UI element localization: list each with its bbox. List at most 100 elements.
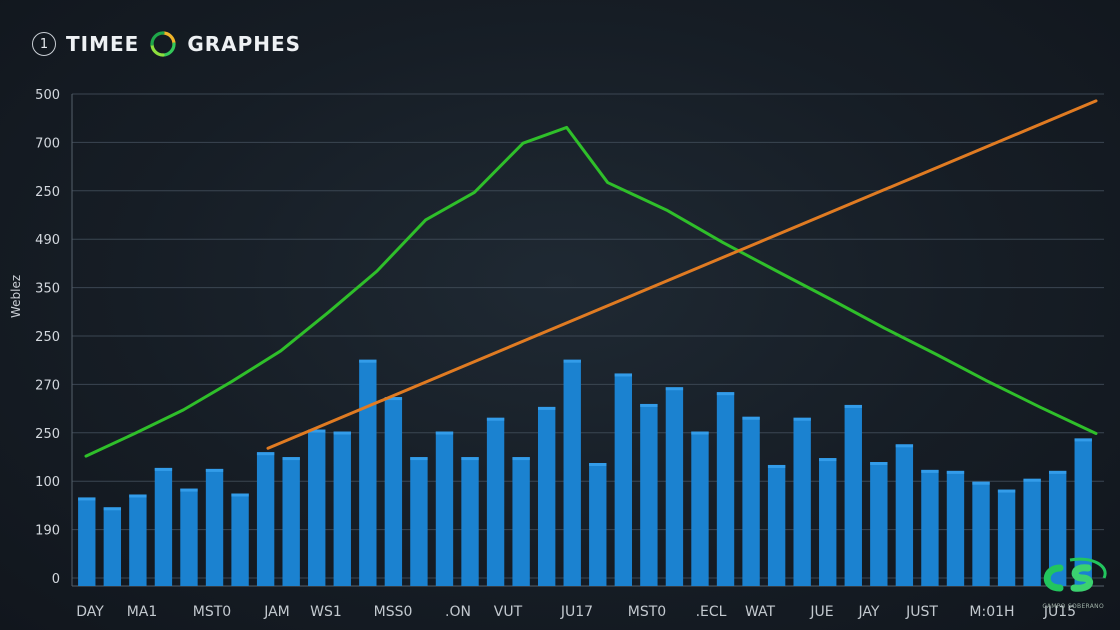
bar xyxy=(384,397,403,586)
x-tick-label: .ON xyxy=(445,604,471,620)
bar-cap xyxy=(793,417,811,421)
bar-cap xyxy=(742,416,760,420)
number-badge: 1 xyxy=(32,32,56,56)
bar xyxy=(972,481,990,586)
bar xyxy=(614,373,633,586)
bar xyxy=(819,458,837,586)
bar-cap xyxy=(640,403,658,407)
x-tick-label: MA1 xyxy=(127,604,158,620)
bar-cap xyxy=(410,457,428,461)
x-tick-labels: DAY MA1 MST0 JAM WS1 MSS0 .ON VUT JU17 MST0 .ECL WA… xyxy=(76,604,1076,620)
x-tick-label: JU17 xyxy=(560,604,593,620)
bar xyxy=(870,462,888,586)
chart-header: 1 TIMEE GRAPHES xyxy=(32,28,301,60)
bar xyxy=(1023,478,1041,586)
bar xyxy=(410,457,428,586)
line-series-path xyxy=(266,99,1098,450)
bar-cap xyxy=(308,429,326,433)
bar-cap xyxy=(129,494,147,498)
bar-cap xyxy=(333,431,351,435)
bar-cap xyxy=(895,444,914,448)
y-tick-label: 250 xyxy=(35,330,60,345)
bar-cap xyxy=(486,417,505,421)
bar-cap xyxy=(946,470,965,474)
bar xyxy=(282,457,300,586)
bar xyxy=(103,507,122,586)
bar-cap xyxy=(1023,478,1041,482)
x-tick-label: JUE xyxy=(809,604,833,620)
bar xyxy=(691,431,709,586)
title-right-word: GRAPHES xyxy=(187,32,302,56)
y-tick-label: 190 xyxy=(35,524,60,539)
bar xyxy=(742,416,760,586)
x-tick-label: .ECL xyxy=(696,604,727,620)
bar-cap xyxy=(435,431,454,435)
x-tick-label: DAY xyxy=(76,604,104,620)
bar-cap xyxy=(665,387,684,391)
bar xyxy=(946,470,965,586)
y-tick-label: 270 xyxy=(35,378,60,393)
y-tick-label: 490 xyxy=(35,233,60,248)
bar xyxy=(308,429,326,586)
line-series xyxy=(84,99,1098,458)
bar-cap xyxy=(921,469,939,473)
title-left-word: TIMEE xyxy=(66,32,140,56)
bar-cap xyxy=(589,463,607,466)
watermark-label: CAMPO SOBERANO xyxy=(1042,603,1104,610)
bar-cap xyxy=(359,359,377,363)
bar xyxy=(154,467,173,586)
y-tick-label: 350 xyxy=(35,282,60,297)
bar xyxy=(180,488,198,586)
bar xyxy=(537,406,556,586)
bar-cap xyxy=(997,489,1016,493)
bar-cap xyxy=(512,457,530,461)
bar-cap xyxy=(716,392,735,396)
bar-cap xyxy=(563,359,581,363)
bar-cap xyxy=(154,467,173,471)
bar xyxy=(921,469,939,586)
bar xyxy=(78,497,96,586)
x-tick-label: JAM xyxy=(263,604,290,620)
bar-cap xyxy=(282,457,300,461)
bar xyxy=(359,359,377,586)
bar xyxy=(716,392,735,586)
x-tick-label: JAY xyxy=(858,604,880,620)
bar-cap xyxy=(767,464,786,468)
bar-series xyxy=(78,359,1092,586)
bar xyxy=(844,404,862,586)
bar xyxy=(435,431,454,586)
y-tick-label: 700 xyxy=(35,136,60,151)
x-tick-label: MST0 xyxy=(628,604,666,620)
bar-cap xyxy=(1048,470,1067,474)
x-tick-label: JUST xyxy=(905,604,938,620)
x-tick-label: JU15 xyxy=(1043,604,1076,620)
bar-cap xyxy=(870,462,888,466)
brand-logo-watermark xyxy=(1043,557,1107,592)
bar-cap xyxy=(103,507,122,511)
bar xyxy=(997,489,1016,586)
bar xyxy=(512,457,530,586)
bar xyxy=(205,468,224,586)
x-tick-label: WAT xyxy=(745,604,776,620)
bar xyxy=(256,452,275,586)
y-tick-label: 0 xyxy=(52,572,60,587)
bar-cap xyxy=(819,458,837,462)
bar-cap xyxy=(180,488,198,492)
x-tick-label: M:01H xyxy=(969,604,1014,620)
bar-cap xyxy=(384,397,403,401)
bar xyxy=(333,431,351,586)
bar xyxy=(563,359,581,586)
bar-cap xyxy=(537,406,556,410)
bar-cap xyxy=(691,431,709,435)
bar-cap xyxy=(205,468,224,472)
bar xyxy=(1048,470,1067,586)
bar xyxy=(231,493,249,586)
bar xyxy=(461,457,479,586)
bar-cap xyxy=(231,493,249,497)
bar-cap xyxy=(1074,438,1092,442)
x-tick-label: VUT xyxy=(494,604,523,620)
bar-cap xyxy=(78,497,96,501)
x-tick-label: MSS0 xyxy=(374,604,413,620)
ring-logo-icon xyxy=(150,31,176,57)
